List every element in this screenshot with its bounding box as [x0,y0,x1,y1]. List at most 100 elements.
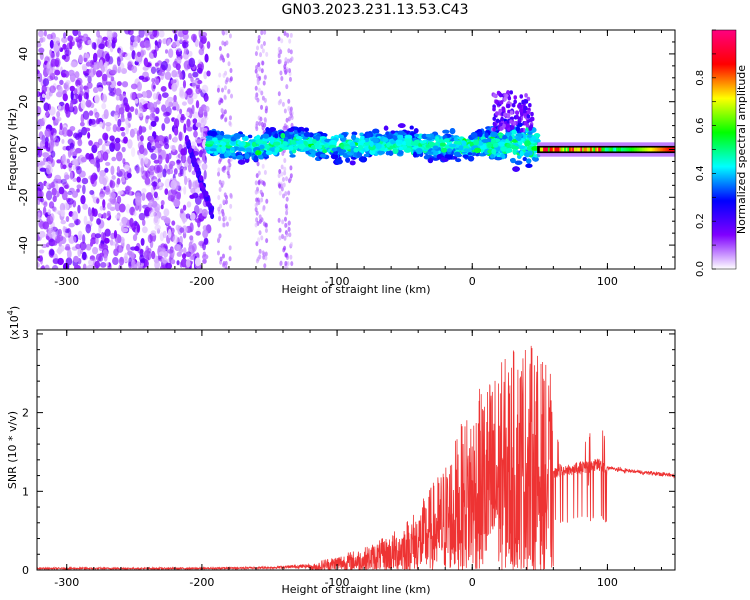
heatmap-y-tick-label: 0 [17,146,30,153]
heatmap-cell [583,147,586,152]
heatmap-cell [240,133,246,138]
heatmap-cell [225,40,229,46]
heatmap-cell [493,122,497,127]
heatmap-cell [91,41,97,50]
heatmap-cell [473,147,482,154]
heatmap-cell [289,106,293,112]
heatmap-cell [154,203,161,213]
heatmap-cell [506,114,511,119]
heatmap-cell [184,175,188,186]
heatmap-cell [432,145,439,150]
heatmap-cell [164,143,170,150]
heatmap-cell [492,107,496,112]
heatmap-cell [50,150,56,158]
heatmap-cell [263,30,267,35]
heatmap-cell [456,140,462,145]
heatmap-cell [157,154,163,165]
heatmap-cell [192,181,199,190]
heatmap-y-tick-label: -20 [17,188,30,206]
heatmap-cell [38,30,44,38]
heatmap-cell [189,235,194,241]
heatmap-cell [492,127,497,132]
heatmap-cell [164,188,169,195]
heatmap-cell [103,254,108,262]
heatmap-cell [591,147,594,152]
heatmap-cell [75,166,81,171]
heatmap-cell [531,156,538,161]
heatmap-cell [106,262,110,267]
heatmap-cell [263,74,267,80]
heatmap-cell [642,147,645,152]
heatmap-cell [52,240,58,246]
heatmap-cell [204,94,209,102]
heatmap-cell [221,253,225,259]
heatmap-cell [175,39,181,47]
heatmap-cell [284,252,288,258]
heatmap-cell [37,181,44,192]
heatmap-cell [622,147,625,152]
heatmap-cell [82,234,86,244]
heatmap-cell [262,151,267,157]
heatmap-cell [397,134,404,140]
heatmap-cell [157,172,163,179]
heatmap-cell [80,195,86,205]
heatmap-cell [50,52,56,59]
heatmap-cell [161,257,168,264]
heatmap-cell [386,134,394,140]
heatmap-cell [500,146,507,152]
heatmap-cell [195,122,202,128]
heatmap-cell [521,99,525,105]
heatmap-cell [48,201,55,209]
heatmap-cell [60,219,67,225]
heatmap-cell [100,231,105,242]
heatmap-cell [148,124,153,131]
heatmap-cell [543,147,546,152]
heatmap-cell [171,83,178,92]
heatmap-cell [51,265,59,269]
heatmap-cell [37,72,43,83]
heatmap-cell [112,124,118,133]
heatmap-cell [170,227,175,234]
heatmap-cell [262,80,266,86]
heatmap-cell [88,258,94,266]
heatmap-cell [261,125,265,131]
heatmap-cell [99,205,104,211]
heatmap-cell [187,163,192,173]
heatmap-cell [382,137,389,143]
heatmap-cell [49,249,55,256]
heatmap-cell [570,147,573,152]
heatmap-cell [90,175,95,185]
heatmap-cell [402,144,407,150]
heatmap-cell [105,125,111,132]
heatmap-cell [52,132,57,141]
heatmap-cell [55,118,60,124]
heatmap-cell [633,147,636,152]
heatmap-cell [511,144,516,149]
heatmap-cell [183,186,187,195]
heatmap-cell [116,195,122,204]
heatmap-cell [202,225,208,231]
heatmap-cell [515,136,522,142]
heatmap-cell [70,149,74,156]
heatmap-cell [522,157,527,162]
heatmap-cell [500,116,504,122]
heatmap-cell [228,162,232,168]
heatmap-cell [110,76,115,82]
heatmap-cell [109,69,117,75]
heatmap-cell [53,43,59,53]
heatmap-cell [667,147,670,152]
heatmap-cell [224,152,229,158]
heatmap-cell [510,157,516,164]
heatmap-cell [54,69,61,76]
heatmap-cell [75,243,82,250]
heatmap-cell [61,155,66,165]
heatmap-cell [192,157,197,164]
heatmap-cell [46,61,51,69]
heatmap-y-tick-label: -40 [17,236,30,254]
heatmap-cell [138,144,145,155]
heatmap-cell [143,40,151,48]
heatmap-cell [201,188,206,195]
heatmap-cell [285,210,289,216]
heatmap-cell [453,137,459,142]
snr-y-tick-label: 0 [22,564,29,577]
